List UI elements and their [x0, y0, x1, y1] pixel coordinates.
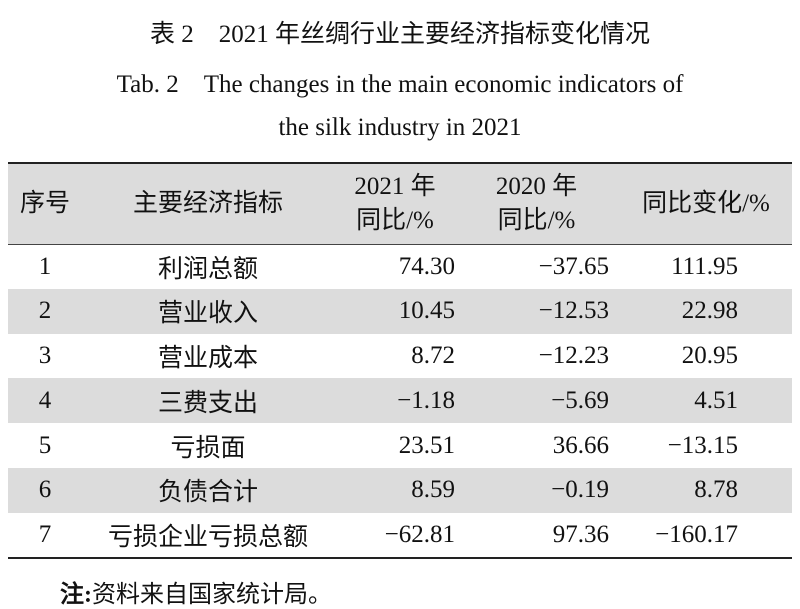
table-cell: 22.98 [681, 297, 738, 325]
table-cell: 97.36 [552, 520, 609, 548]
table-cell: 10.45 [398, 297, 455, 325]
table-head: 序号 主要经济指标 2021 年同比/% 2020 年同比/% 同比变化/% [8, 163, 792, 244]
table-cell: 3 [38, 341, 52, 369]
data-table: 序号 主要经济指标 2021 年同比/% 2020 年同比/% 同比变化/% 1 利润总额… [8, 162, 792, 559]
header-line: 同比/% [497, 206, 576, 234]
table-cell: 23.51 [398, 431, 455, 459]
table-cell: 111.95 [671, 252, 738, 280]
header-line: 主要经济指标 [132, 189, 283, 217]
header-line: 2021 年 [354, 172, 436, 200]
table-cell: 4 [38, 386, 52, 414]
table-cell: 2 [38, 297, 52, 325]
table-row: 2 营业收入 10.45 −12.53 22.98 [8, 288, 792, 334]
table-row: 7 亏损企业亏损总额 −62.81 97.36 −160.17 [8, 513, 792, 558]
header-line: 2020 年 [495, 172, 578, 200]
table-cell: 1 [38, 252, 52, 280]
title-en: the silk industry in 2021 [278, 114, 522, 141]
column-header: 主要经济指标 [82, 163, 334, 244]
table-cell: 亏损面 [170, 434, 246, 462]
table-cell: 三费支出 [157, 389, 258, 417]
header-line: 同比/% [356, 206, 434, 234]
table-cell: −1.18 [397, 386, 455, 414]
table-cell: 营业收入 [157, 300, 258, 328]
table-cell: −0.19 [551, 476, 609, 504]
title-en: Tab. 2 The changes in the main economic … [116, 71, 684, 98]
table-cell: −62.81 [384, 520, 455, 548]
table-row: 6 负债合计 8.59 −0.19 8.78 [8, 467, 792, 513]
title-cn: 表 2 2021 年丝绸行业主要经济指标变化情况 [149, 21, 650, 48]
header-row: 序号 主要经济指标 2021 年同比/% 2020 年同比/% 同比变化/% [8, 163, 792, 244]
table-cell: 亏损企业亏损总额 [107, 523, 308, 551]
table-cell: 6 [38, 476, 52, 504]
table-cell: 8.59 [411, 476, 455, 504]
table-cell: −12.53 [538, 297, 609, 325]
note: 注:资料来自国家统计局。 [60, 574, 332, 609]
table-cell: −5.69 [551, 386, 609, 414]
table-cell: 4.51 [694, 386, 738, 414]
table-cell: 负债合计 [157, 479, 258, 507]
table-row: 5 亏损面 23.51 36.66 −13.15 [8, 423, 792, 468]
column-header: 同比变化/% [619, 163, 792, 244]
table-cell: −12.23 [538, 341, 609, 369]
table-row: 1 利润总额 74.30 −37.65 111.95 [8, 244, 792, 289]
note-text: 资料来自国家统计局。 [92, 582, 332, 608]
table-cell: 7 [38, 520, 52, 548]
table-body: 1 利润总额 74.30 −37.65 111.95 2 营业收入 10.45 −12.53 22… [8, 244, 792, 558]
table-cell: 8.72 [411, 341, 455, 369]
header-line: 序号 [19, 189, 70, 217]
table-row: 3 营业成本 8.72 −12.23 20.95 [8, 334, 792, 379]
column-header: 序号 [8, 163, 82, 244]
table-cell: 36.66 [552, 431, 609, 459]
column-header: 2020 年同比/% [463, 163, 619, 244]
column-header: 2021 年同比/% [334, 163, 463, 244]
table-cell: 20.95 [681, 341, 738, 369]
table-cell: −160.17 [655, 520, 738, 548]
table-cell: 5 [38, 431, 52, 459]
table-cell: 8.78 [694, 476, 738, 504]
table-cell: −13.15 [667, 431, 738, 459]
table-cell: −37.65 [538, 252, 609, 280]
table-cell: 营业成本 [157, 344, 258, 372]
header-line: 同比变化/% [642, 189, 770, 217]
note-label: 注: [60, 582, 92, 608]
table-cell: 利润总额 [157, 255, 258, 283]
table-row: 4 三费支出 −1.18 −5.69 4.51 [8, 378, 792, 424]
table-cell: 74.30 [398, 252, 455, 280]
